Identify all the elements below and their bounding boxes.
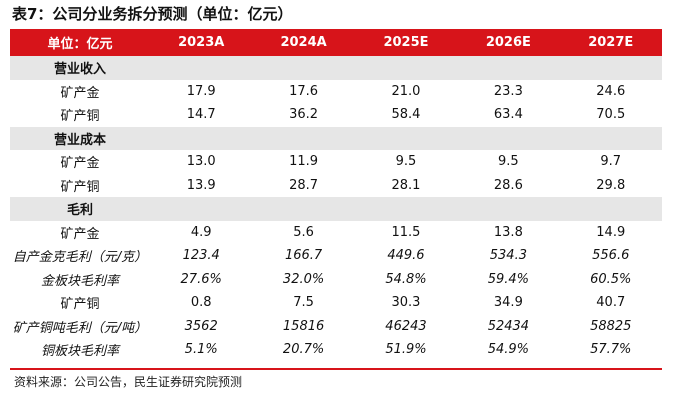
row-label: 矿产金 xyxy=(60,226,100,242)
table-cell: 534.3 xyxy=(489,248,527,264)
table-cell: 59.4% xyxy=(487,271,530,287)
table-title: 表7：公司分业务拆分预测（单位：亿元） xyxy=(12,5,293,23)
table-cell: 63.4 xyxy=(493,107,523,123)
header-cell-2024a: 2024A xyxy=(280,35,327,50)
table-cell: 28.6 xyxy=(493,177,523,193)
row-label: 矿产铜吨毛利（元/吨） xyxy=(12,320,148,336)
section-row: 营业成本 xyxy=(10,126,662,150)
table-cell: 7.5 xyxy=(293,295,314,311)
row-label: 铜板块毛利率 xyxy=(40,344,119,360)
header-cell-2027e: 2027E xyxy=(588,35,634,50)
header-cell-2025e: 2025E xyxy=(383,35,429,50)
row-label: 毛利 xyxy=(66,203,93,219)
table-cell: 14.7 xyxy=(186,107,216,123)
table-row: 铜板块毛利率 5.1% 20.7% 51.9% 54.9% 57.7% xyxy=(10,338,662,362)
table-cell: 5.6 xyxy=(293,224,314,240)
table-cell: 28.1 xyxy=(391,177,421,193)
table-cell: 21.0 xyxy=(391,83,421,99)
table-cell: 5.1% xyxy=(184,342,218,358)
table-cell: 0.8 xyxy=(190,295,212,311)
table-cell: 11.9 xyxy=(289,154,319,170)
table-cell: 449.6 xyxy=(387,248,425,264)
table-cell: 70.5 xyxy=(596,107,626,123)
table-cell: 123.4 xyxy=(182,248,220,264)
table-cell: 15816 xyxy=(282,318,325,334)
table-cell: 58.4 xyxy=(391,107,421,123)
table-body: 营业收入矿产金 17.9 17.6 21.0 23.3 24.6 矿产铜 14.7 36.2 58… xyxy=(10,56,662,362)
table-bottom-rule xyxy=(10,368,662,370)
table-row: 矿产铜 13.9 28.7 28.1 28.6 29.8 xyxy=(10,174,662,198)
section-row: 营业收入 xyxy=(10,56,662,80)
table-cell: 30.3 xyxy=(391,295,421,311)
table-cell: 9.7 xyxy=(600,154,622,170)
table-header-row: 单位：亿元 2023A 2024A 2025E 2026E 2027E xyxy=(10,29,662,56)
table-cell: 36.2 xyxy=(289,107,319,123)
table-cell: 13.9 xyxy=(186,177,216,193)
table-cell: 29.8 xyxy=(596,177,626,193)
table-cell: 57.7% xyxy=(590,342,632,358)
row-label: 营业收入 xyxy=(53,62,106,78)
row-label: 矿产铜 xyxy=(60,179,100,195)
forecast-table: 单位：亿元 2023A 2024A 2025E 2026E 2027E 营业收入… xyxy=(10,29,662,362)
table-cell: 9.5 xyxy=(498,154,519,170)
header-cell-2026e: 2026E xyxy=(485,35,531,50)
table-row: 矿产铜 0.8 7.5 30.3 34.9 40.7 xyxy=(10,291,662,315)
source-note: 资料来源：公司公告，民生证券研究院预测 xyxy=(14,375,243,389)
table-row: 矿产金 17.9 17.6 21.0 23.3 24.6 xyxy=(10,80,662,104)
row-label: 矿产铜 xyxy=(60,297,100,313)
table-cell: 17.9 xyxy=(186,83,216,99)
table-cell: 20.7% xyxy=(282,342,325,358)
row-label: 营业成本 xyxy=(53,132,106,148)
table-cell: 40.7 xyxy=(596,295,626,311)
row-label: 矿产金 xyxy=(60,156,100,172)
table-cell: 166.7 xyxy=(284,248,323,264)
section-row: 毛利 xyxy=(10,197,662,221)
row-label: 金板块毛利率 xyxy=(40,273,119,289)
table-cell: 556.6 xyxy=(592,248,630,264)
table-cell: 13.0 xyxy=(186,154,216,170)
table-cell: 3562 xyxy=(184,318,218,334)
table-cell: 52434 xyxy=(487,318,530,334)
row-label: 自产金克毛利（元/克） xyxy=(12,250,148,266)
table-cell: 14.9 xyxy=(596,224,626,240)
table-row: 矿产铜 14.7 36.2 58.4 63.4 70.5 xyxy=(10,103,662,127)
table-cell: 27.6% xyxy=(180,271,222,287)
table-cell: 28.7 xyxy=(289,177,319,193)
table-row: 金板块毛利率 27.6% 32.0% 54.8% 59.4% 60.5% xyxy=(10,268,662,292)
table-cell: 60.5% xyxy=(590,271,632,287)
table-cell: 4.9 xyxy=(190,224,212,240)
header-cell-unit: 单位：亿元 xyxy=(47,37,113,52)
table-cell: 24.6 xyxy=(596,83,626,99)
table-row: 矿产铜吨毛利（元/吨） 3562 15816 46243 52434 58825 xyxy=(10,315,662,339)
table-cell: 23.3 xyxy=(493,83,523,99)
table-cell: 46243 xyxy=(385,318,427,334)
table-cell: 9.5 xyxy=(395,154,417,170)
table-row: 自产金克毛利（元/克） 123.4 166.7 449.6 534.3 556.6 xyxy=(10,244,662,268)
table-cell: 32.0% xyxy=(282,271,325,287)
row-label: 矿产金 xyxy=(60,85,100,101)
table-cell: 51.9% xyxy=(385,342,427,358)
row-label: 矿产铜 xyxy=(60,109,100,125)
table-cell: 13.8 xyxy=(493,224,523,240)
table-cell: 54.9% xyxy=(487,342,530,358)
table-cell: 54.8% xyxy=(385,271,427,287)
table-row: 矿产金 13.0 11.9 9.5 9.5 9.7 xyxy=(10,150,662,174)
table-cell: 58825 xyxy=(590,318,632,334)
table-cell: 17.6 xyxy=(289,83,319,99)
table-row: 矿产金 4.9 5.6 11.5 13.8 14.9 xyxy=(10,221,662,245)
table-cell: 11.5 xyxy=(391,224,421,240)
header-cell-2023a: 2023A xyxy=(178,35,225,50)
table-cell: 34.9 xyxy=(493,295,523,311)
